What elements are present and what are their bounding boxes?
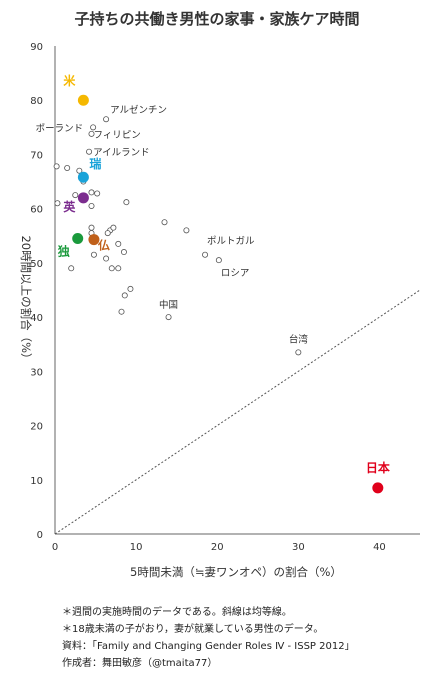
data-point <box>88 189 95 196</box>
data-point <box>202 251 209 258</box>
data-point <box>54 200 61 207</box>
point-label: 台湾 <box>289 333 309 345</box>
highlight-point <box>77 94 89 106</box>
data-point <box>103 116 110 123</box>
y-tick-label: 80 <box>30 96 43 107</box>
data-point <box>103 255 110 262</box>
data-point <box>104 230 111 237</box>
data-point <box>88 202 95 209</box>
data-point <box>165 314 172 321</box>
data-point <box>90 124 97 131</box>
data-point <box>76 167 83 174</box>
point-label: アイルランド <box>93 148 150 159</box>
author-note: 作成者：舞田敏彦（@tmaita77） <box>62 658 218 669</box>
point-label: アルゼンチン <box>110 104 167 116</box>
point-label: フィリピン <box>94 130 141 141</box>
highlight-point <box>88 234 100 246</box>
equality-line <box>54 289 421 535</box>
highlight-point <box>77 192 89 204</box>
data-point <box>72 192 79 199</box>
data-point <box>215 257 222 264</box>
highlight-point <box>72 232 84 244</box>
highlight-label: 瑞 <box>89 156 101 171</box>
y-tick-label: 0 <box>37 530 43 541</box>
y-tick-label: 90 <box>30 42 43 53</box>
highlight-label: 日本 <box>366 460 390 475</box>
source-note: 資料：「Family and Changing Gender Roles Ⅳ -… <box>62 641 355 652</box>
x-tick-label: 20 <box>211 542 224 553</box>
data-point <box>123 199 130 206</box>
data-point <box>120 249 127 256</box>
chart-title: 子持ちの共働き男性の家事・家族ケア時間 <box>74 10 360 28</box>
data-point <box>90 251 97 258</box>
data-point <box>110 224 117 231</box>
y-tick-label: 50 <box>30 259 43 270</box>
reference-line-layer <box>54 289 421 535</box>
notes: ＊週間の実施時間のデータである。斜線は均等線。 ＊18歳未満の子がおり，妻が就業… <box>62 604 355 672</box>
axes: 0 10 20 30 40 0 10 20 30 40 50 60 70 80 90 <box>30 42 420 553</box>
y-tick-label: 60 <box>30 205 43 216</box>
point-label: ポルトガル <box>207 236 255 247</box>
data-point <box>118 308 125 315</box>
x-tick-label: 0 <box>52 542 58 553</box>
note-2: ＊18歳未満の子がおり，妻が就業している男性のデータ。 <box>62 624 324 635</box>
data-point <box>161 219 168 226</box>
y-tick-label: 40 <box>30 313 43 324</box>
x-tick-label: 40 <box>373 542 386 553</box>
y-axis-label: 20時間以上の割合（%） <box>19 235 33 364</box>
highlight-point <box>372 482 384 494</box>
point-label: 中国 <box>159 299 178 311</box>
highlight-label: 英 <box>63 199 76 214</box>
highlight-label: 独 <box>57 243 70 258</box>
point-label: ロシア <box>221 268 250 279</box>
data-point <box>94 190 101 197</box>
point-label: ポーランド <box>36 123 84 134</box>
data-point <box>115 240 122 247</box>
y-tick-label: 20 <box>30 422 43 433</box>
data-point <box>88 130 95 137</box>
data-point <box>108 265 115 272</box>
data-point <box>295 349 302 356</box>
y-tick-label: 10 <box>30 476 43 487</box>
note-1: ＊週間の実施時間のデータである。斜線は均等線。 <box>62 607 292 618</box>
data-point <box>86 148 93 155</box>
x-tick-label: 10 <box>130 542 143 553</box>
y-tick-label: 70 <box>30 150 43 161</box>
highlight-point <box>77 171 89 183</box>
data-point <box>121 292 128 299</box>
data-point <box>88 224 95 231</box>
data-point <box>115 265 122 272</box>
data-point <box>64 164 71 171</box>
x-axis-label: 5時間未満（≒妻ワンオペ）の割合（%） <box>130 565 342 579</box>
data-point <box>68 265 75 272</box>
data-point <box>127 285 134 292</box>
x-tick-label: 30 <box>292 542 305 553</box>
points-layer <box>53 94 384 494</box>
highlight-label: 仏 <box>98 239 110 253</box>
highlight-label: 米 <box>63 73 76 88</box>
y-tick-label: 30 <box>30 367 43 378</box>
data-point <box>53 163 60 170</box>
data-point <box>183 227 190 234</box>
